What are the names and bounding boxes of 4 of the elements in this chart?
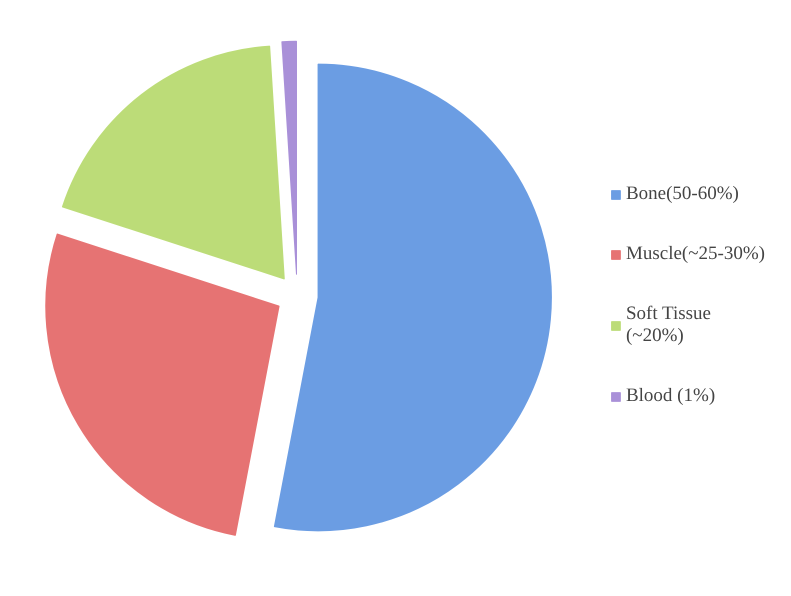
legend-label: Blood (1%) <box>626 385 716 407</box>
legend-label: Soft Tissue (~20%) <box>626 303 711 347</box>
legend-label: Muscle(~25-30%) <box>626 243 765 265</box>
legend-label: Bone(50-60%) <box>626 183 739 205</box>
